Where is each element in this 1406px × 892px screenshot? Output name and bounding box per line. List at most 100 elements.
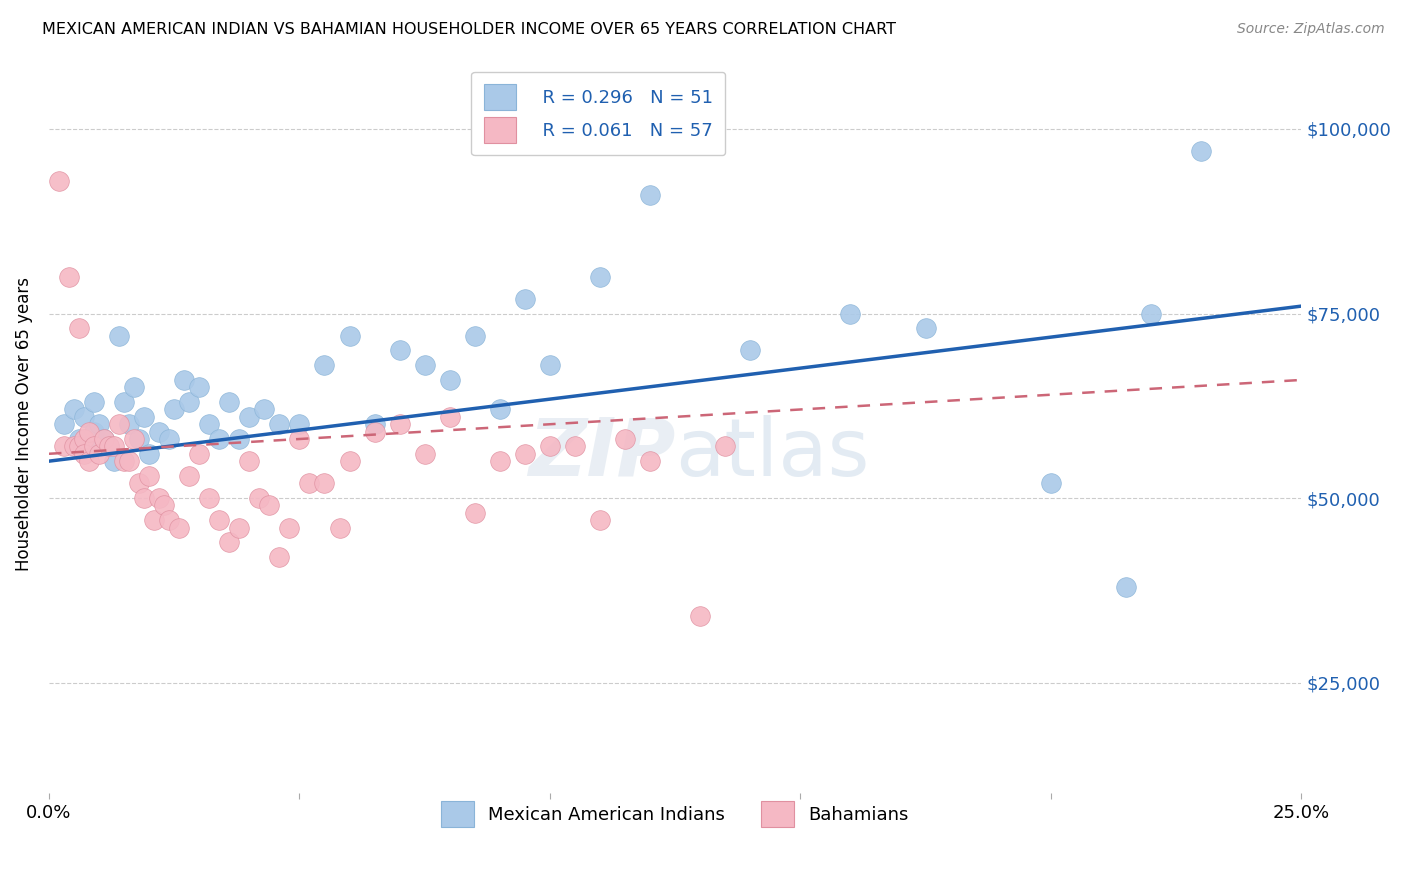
Point [439,373,461,387]
Point [328,520,350,534]
Point [83,395,105,409]
Point [83,425,105,439]
Point [1140,306,1163,320]
Point [228,520,250,534]
Point [488,402,510,417]
Y-axis label: Householder Income Over 65 years: Householder Income Over 65 years [15,277,32,571]
Point [439,409,461,424]
Point [218,535,240,549]
Point [363,417,385,432]
Point [77,425,100,439]
Point [538,439,561,453]
Point [740,343,762,358]
Point [134,409,156,424]
Point [93,432,115,446]
Point [58,269,80,284]
Point [67,321,90,335]
Point [73,432,96,446]
Point [77,454,100,468]
Point [63,439,86,453]
Point [413,358,436,372]
Point [839,306,862,320]
Point [388,417,411,432]
Text: Source: ZipAtlas.com: Source: ZipAtlas.com [1237,22,1385,37]
Point [339,328,361,343]
Point [388,343,411,358]
Point [98,439,121,453]
Point [914,321,936,335]
Point [77,439,100,453]
Point [112,454,135,468]
Point [269,417,291,432]
Point [259,499,281,513]
Point [253,402,276,417]
Point [87,417,110,432]
Point [218,395,240,409]
Point [564,439,586,453]
Point [167,520,190,534]
Text: atlas: atlas [675,415,869,492]
Point [128,476,150,491]
Point [464,506,486,520]
Point [288,417,311,432]
Point [63,402,86,417]
Point [278,520,301,534]
Point [614,432,637,446]
Point [1039,476,1062,491]
Point [689,609,711,624]
Point [98,439,121,453]
Point [589,513,612,527]
Point [73,409,96,424]
Point [128,432,150,446]
Point [103,439,125,453]
Point [488,454,510,468]
Point [269,550,291,565]
Point [108,328,131,343]
Point [103,454,125,468]
Point [513,292,536,306]
Point [157,513,180,527]
Point [157,432,180,446]
Point [314,476,336,491]
Point [67,432,90,446]
Point [143,513,166,527]
Point [179,395,201,409]
Point [638,188,661,202]
Point [238,454,260,468]
Point [208,432,231,446]
Point [714,439,737,453]
Text: MEXICAN AMERICAN INDIAN VS BAHAMIAN HOUSEHOLDER INCOME OVER 65 YEARS CORRELATION: MEXICAN AMERICAN INDIAN VS BAHAMIAN HOUS… [42,22,896,37]
Point [363,425,385,439]
Point [188,380,211,394]
Point [53,439,76,453]
Point [118,454,141,468]
Point [138,469,160,483]
Point [73,447,96,461]
Point [464,328,486,343]
Point [112,395,135,409]
Point [134,491,156,505]
Point [118,417,141,432]
Point [87,447,110,461]
Point [1189,144,1212,158]
Point [1115,580,1137,594]
Point [53,417,76,432]
Legend: Mexican American Indians, Bahamians: Mexican American Indians, Bahamians [433,792,918,836]
Point [148,425,170,439]
Point [122,380,145,394]
Point [83,439,105,453]
Point [247,491,270,505]
Point [413,447,436,461]
Point [513,447,536,461]
Point [138,447,160,461]
Point [538,358,561,372]
Point [173,373,195,387]
Point [288,432,311,446]
Point [108,417,131,432]
Point [298,476,321,491]
Text: ZIP: ZIP [527,415,675,492]
Point [48,174,70,188]
Point [228,432,250,446]
Point [198,417,221,432]
Point [153,499,176,513]
